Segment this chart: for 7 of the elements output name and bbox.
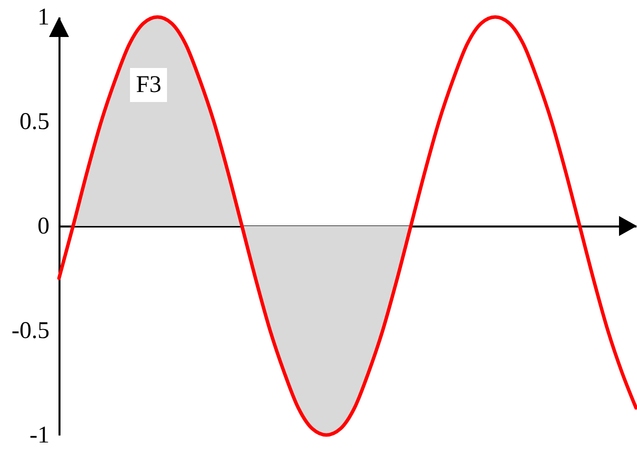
y-tick-label: 0.5 xyxy=(20,109,50,135)
line-series xyxy=(57,15,637,437)
annotation: F3 xyxy=(130,68,168,102)
y-tick-label: 1 xyxy=(38,4,50,30)
y-tick-label: -1 xyxy=(30,422,50,448)
y-tick-label: -0.5 xyxy=(12,318,50,344)
y-tick-label: 0 xyxy=(38,214,50,240)
